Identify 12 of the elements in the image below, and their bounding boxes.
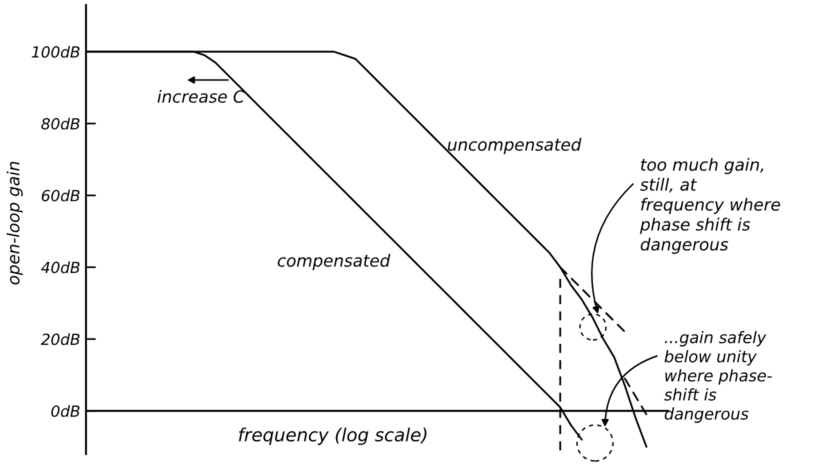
y-tick-label: 0dB [51, 405, 80, 417]
y-tick-label: 40dB [41, 261, 80, 274]
x-axis-title: frequency (log scale) [238, 428, 426, 446]
y-axis-title: open-loop gain [6, 162, 23, 284]
series-label: compensated [278, 254, 390, 270]
y-tick-label: 100dB [32, 46, 80, 58]
y-tick-label: 20dB [40, 333, 80, 346]
annotation: too much gain, still, at frequency where phase shift is dangerous [640, 158, 780, 254]
y-tick-label: 60dB [42, 190, 80, 202]
y-tick-label: 80dB [41, 118, 80, 130]
series-label: uncompensated [448, 138, 582, 154]
annotation: ...gain safely below unity where phase- shift is dangerous [664, 331, 772, 423]
